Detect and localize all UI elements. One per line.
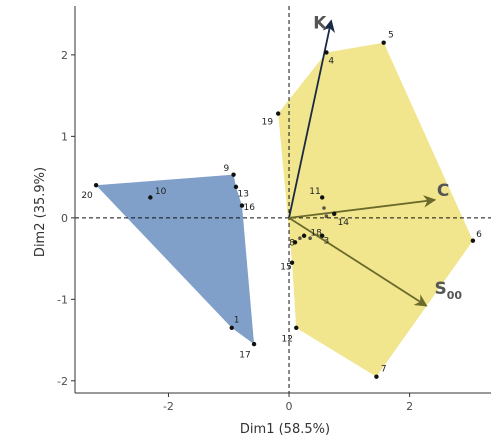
point-label-20: 20 (81, 191, 93, 201)
point-3 (319, 233, 325, 238)
x-tick-label: 0 (286, 400, 293, 413)
vector-s (288, 217, 428, 307)
point-16 (239, 203, 245, 208)
point-extra-2 (324, 214, 329, 219)
point-label-12: 12 (281, 334, 292, 344)
point-label-16: 16 (244, 203, 256, 213)
point-13 (233, 184, 239, 190)
point-4 (324, 50, 329, 55)
point-label-7: 7 (381, 365, 387, 375)
point-11 (319, 195, 325, 200)
point-12 (294, 325, 299, 331)
x-tick-label: -2 (163, 400, 174, 413)
point-10 (148, 195, 153, 200)
point-label-18: 18 (310, 228, 322, 238)
x-tick-label: 2 (406, 400, 413, 413)
y-tick-label: 2 (61, 49, 68, 62)
point-18 (301, 233, 307, 238)
vector-label-c: C (437, 181, 449, 201)
point-label-9: 9 (223, 164, 229, 174)
y-axis-title: Dim2 (35.9%) (33, 167, 48, 257)
vector-k (288, 19, 336, 219)
point-label-19: 19 (262, 118, 274, 128)
point-label-8: 8 (289, 238, 295, 248)
point-extra-3 (308, 236, 312, 240)
vector-label-s: S00 (434, 279, 462, 302)
point-14 (332, 211, 337, 216)
point-5 (381, 40, 386, 45)
point-label-15: 15 (280, 263, 291, 273)
group-hull-1 (96, 174, 255, 345)
point-label-1: 1 (234, 316, 240, 326)
y-tick-label: 0 (61, 212, 68, 225)
point-label-3: 3 (324, 237, 330, 247)
group-hulls (96, 42, 473, 377)
vector-c (288, 195, 437, 219)
point-label-6: 6 (476, 230, 482, 240)
point-17 (251, 341, 257, 347)
reference-lines (75, 6, 491, 393)
vector-label-subscript: 00 (447, 289, 463, 302)
point-1 (229, 325, 234, 331)
point-label-5: 5 (388, 31, 394, 41)
point-label-17: 17 (239, 351, 250, 361)
group-hull-2 (278, 42, 473, 377)
point-extra-1 (322, 206, 326, 210)
point-7 (374, 374, 379, 379)
point-label-10: 10 (155, 187, 167, 197)
point-15 (289, 260, 295, 265)
point-8 (292, 240, 298, 245)
point-label-11: 11 (309, 187, 320, 197)
x-axis-title: Dim1 (58.5%) (240, 422, 330, 437)
y-tick-label: 1 (61, 130, 68, 143)
y-tick-label: -2 (57, 375, 68, 388)
point-19 (275, 111, 281, 116)
y-tick-label: -1 (57, 293, 68, 306)
point-20 (93, 183, 99, 188)
point-label-14: 14 (338, 218, 350, 228)
variable-vectors: K C S00 (288, 14, 462, 307)
point-label-13: 13 (237, 189, 248, 199)
point-extra-4 (298, 236, 302, 240)
point-label-4: 4 (328, 57, 334, 67)
vector-label-k: K (313, 14, 327, 34)
point-6 (470, 238, 476, 243)
point-9 (231, 172, 236, 177)
